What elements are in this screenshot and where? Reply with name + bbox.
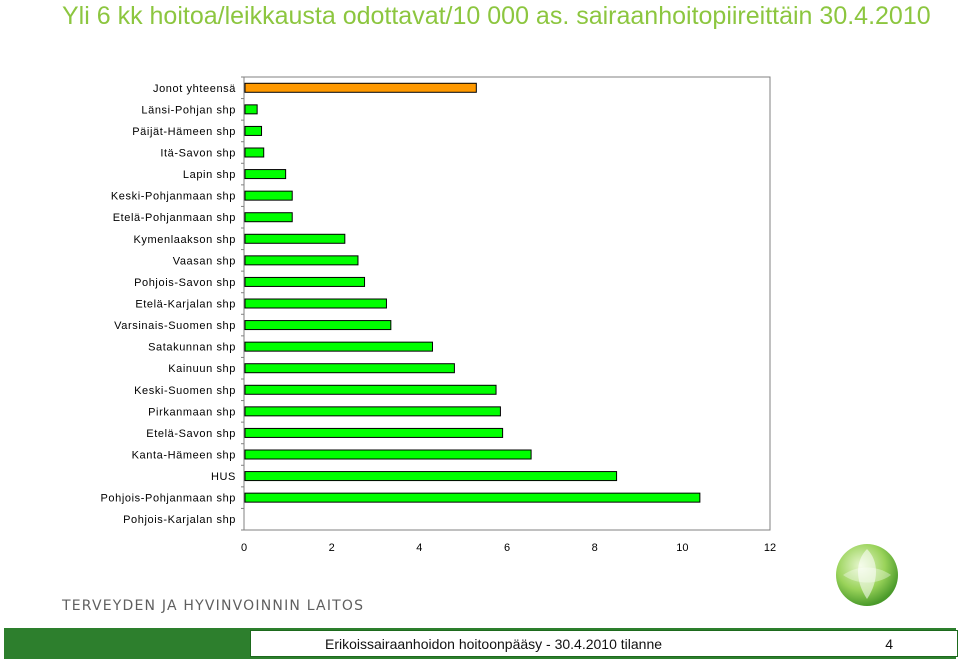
category-label: Varsinais-Suomen shp: [114, 320, 236, 332]
bar: [244, 363, 455, 374]
category-label: Kanta-Hämeen shp: [132, 450, 236, 462]
category-label: Pirkanmaan shp: [148, 406, 236, 418]
category-label: Etelä-Pohjanmaan shp: [113, 212, 236, 224]
category-label: Pohjois-Karjalan shp: [123, 514, 236, 526]
category-label: Jonot yhteensä: [153, 83, 236, 95]
thl-logo-icon: [836, 544, 898, 606]
bar: [244, 190, 293, 201]
plot-frame: [243, 76, 771, 531]
bar: [244, 147, 265, 158]
category-label: Keski-Suomen shp: [134, 385, 236, 397]
x-tick-label: 0: [241, 542, 247, 554]
category-label: Länsi-Pohjan shp: [141, 104, 236, 116]
category-label: HUS: [211, 471, 236, 483]
category-label: Pohjois-Pohjanmaan shp: [101, 493, 237, 505]
bar: [244, 125, 263, 136]
footer-text: Erikoissairaanhoidon hoitoonpääsy - 30.4…: [325, 636, 663, 652]
x-tick-label: 4: [416, 542, 422, 554]
x-tick-label: 12: [764, 542, 776, 554]
bar: [244, 449, 532, 460]
bar: [244, 233, 346, 244]
category-label: Päijät-Hämeen shp: [132, 126, 236, 138]
x-tick-label: 2: [329, 542, 335, 554]
category-label: Etelä-Savon shp: [146, 428, 236, 440]
category-label: Satakunnan shp: [148, 342, 236, 354]
organization-name: TERVEYDEN JA HYVINVOINNIN LAITOS: [62, 598, 365, 614]
category-label: Lapin shp: [183, 169, 236, 181]
bar: [244, 406, 501, 417]
category-label: Keski-Pohjanmaan shp: [111, 191, 236, 203]
x-tick-label: 6: [504, 542, 510, 554]
bar: [244, 82, 477, 93]
category-label: Vaasan shp: [173, 255, 236, 267]
bar: [244, 104, 258, 115]
bar: [244, 341, 433, 352]
category-label: Kainuun shp: [168, 363, 236, 375]
footer-band: Erikoissairaanhoidon hoitoonpääsy - 30.4…: [4, 628, 958, 659]
bar: [244, 255, 359, 266]
bar: [244, 276, 366, 287]
bar: [244, 492, 701, 503]
footer-panel: Erikoissairaanhoidon hoitoonpääsy - 30.4…: [250, 630, 958, 657]
bar: [244, 384, 497, 395]
bar: [244, 169, 287, 180]
category-label: Itä-Savon shp: [160, 148, 236, 160]
bar: [244, 212, 293, 223]
x-tick-label: 8: [592, 542, 598, 554]
slide-title: Yli 6 kk hoitoa/leikkausta odottavat/10 …: [62, 2, 931, 30]
category-label: Pohjois-Savon shp: [134, 277, 236, 289]
category-label: Etelä-Karjalan shp: [135, 299, 236, 311]
page-number: 4: [885, 636, 893, 652]
bar: [244, 298, 387, 309]
bar: [244, 471, 618, 482]
x-tick-label: 10: [676, 542, 688, 554]
bar: [244, 427, 504, 438]
category-label: Kymenlaakson shp: [133, 234, 236, 246]
bar: [244, 320, 392, 331]
